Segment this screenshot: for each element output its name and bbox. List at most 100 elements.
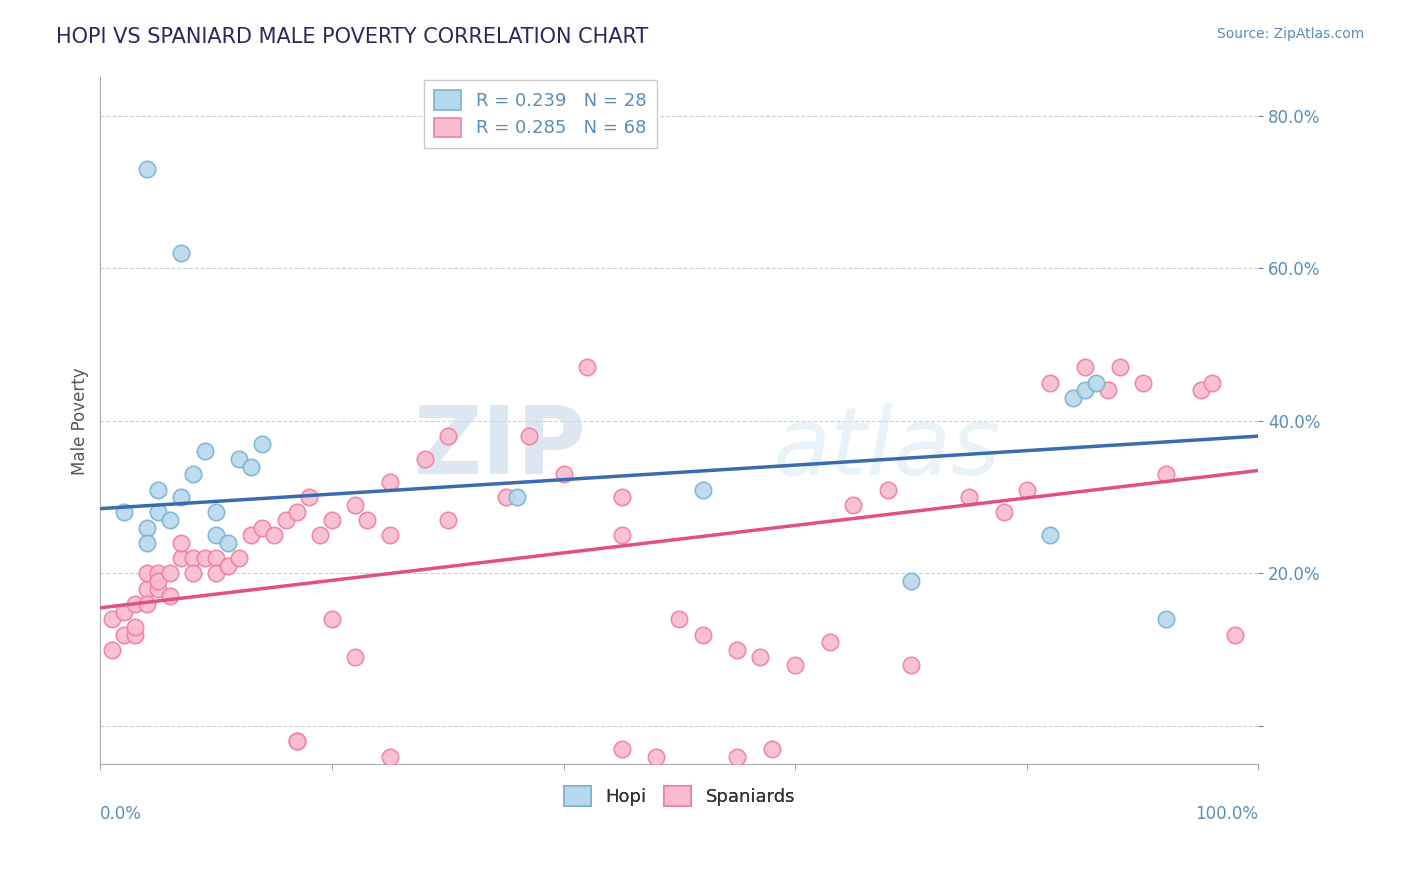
Point <box>239 528 262 542</box>
Point <box>205 505 228 519</box>
Point <box>1201 376 1223 390</box>
Point <box>553 467 575 482</box>
Point <box>725 749 748 764</box>
Point <box>135 536 157 550</box>
Point <box>217 536 239 550</box>
Text: atlas: atlas <box>772 403 1000 494</box>
Point <box>148 483 170 497</box>
Legend: Hopi, Spaniards: Hopi, Spaniards <box>553 775 806 817</box>
Point <box>1132 376 1154 390</box>
Point <box>135 597 157 611</box>
Point <box>263 528 285 542</box>
Point <box>170 490 193 504</box>
Point <box>205 551 228 566</box>
Point <box>344 650 367 665</box>
Point <box>517 429 540 443</box>
Point <box>194 444 217 458</box>
Point <box>112 605 135 619</box>
Y-axis label: Male Poverty: Male Poverty <box>72 367 89 475</box>
Point <box>205 528 228 542</box>
Point <box>436 429 458 443</box>
Point <box>1225 627 1247 641</box>
Point <box>378 749 401 764</box>
Point <box>170 551 193 566</box>
Point <box>692 483 714 497</box>
Point <box>378 475 401 489</box>
Point <box>1074 384 1097 398</box>
Text: Source: ZipAtlas.com: Source: ZipAtlas.com <box>1216 27 1364 41</box>
Point <box>436 513 458 527</box>
Point <box>112 505 135 519</box>
Point <box>252 521 274 535</box>
Point <box>1154 467 1177 482</box>
Point <box>344 498 367 512</box>
Point <box>506 490 529 504</box>
Point <box>217 558 239 573</box>
Point <box>124 627 146 641</box>
Point <box>135 566 157 581</box>
Point <box>575 360 598 375</box>
Point <box>148 574 170 588</box>
Point <box>170 536 193 550</box>
Point <box>274 513 297 527</box>
Point <box>298 490 321 504</box>
Point <box>495 490 517 504</box>
Point <box>1039 376 1062 390</box>
Point <box>159 566 181 581</box>
Point <box>356 513 378 527</box>
Point <box>148 582 170 596</box>
Point <box>228 551 250 566</box>
Point <box>645 749 668 764</box>
Point <box>159 590 181 604</box>
Point <box>148 566 170 581</box>
Point <box>993 505 1015 519</box>
Point <box>842 498 865 512</box>
Text: HOPI VS SPANIARD MALE POVERTY CORRELATION CHART: HOPI VS SPANIARD MALE POVERTY CORRELATIO… <box>56 27 648 46</box>
Point <box>668 612 690 626</box>
Point <box>761 742 783 756</box>
Point <box>1189 384 1212 398</box>
Point <box>239 459 262 474</box>
Point <box>957 490 980 504</box>
Point <box>135 161 157 176</box>
Point <box>610 742 633 756</box>
Point <box>610 528 633 542</box>
Point <box>1154 612 1177 626</box>
Point <box>101 612 124 626</box>
Point <box>135 582 157 596</box>
Point <box>228 452 250 467</box>
Point <box>725 642 748 657</box>
Point <box>610 490 633 504</box>
Point <box>900 574 922 588</box>
Point <box>181 467 204 482</box>
Point <box>181 566 204 581</box>
Point <box>1074 360 1097 375</box>
Point <box>321 513 343 527</box>
Point <box>1097 384 1119 398</box>
Point <box>900 658 922 673</box>
Point <box>876 483 898 497</box>
Text: 0.0%: 0.0% <box>100 805 142 823</box>
Point <box>321 612 343 626</box>
Point <box>205 566 228 581</box>
Point <box>101 642 124 657</box>
Point <box>378 528 401 542</box>
Point <box>252 436 274 450</box>
Point <box>818 635 841 649</box>
Point <box>749 650 772 665</box>
Point <box>135 521 157 535</box>
Point <box>1108 360 1130 375</box>
Point <box>285 505 308 519</box>
Point <box>309 528 332 542</box>
Point <box>692 627 714 641</box>
Point <box>1015 483 1038 497</box>
Point <box>785 658 807 673</box>
Point <box>194 551 217 566</box>
Text: 100.0%: 100.0% <box>1195 805 1258 823</box>
Point <box>148 505 170 519</box>
Point <box>1085 376 1108 390</box>
Point <box>1062 391 1084 405</box>
Text: ZIP: ZIP <box>413 402 586 494</box>
Point <box>1039 528 1062 542</box>
Point <box>159 513 181 527</box>
